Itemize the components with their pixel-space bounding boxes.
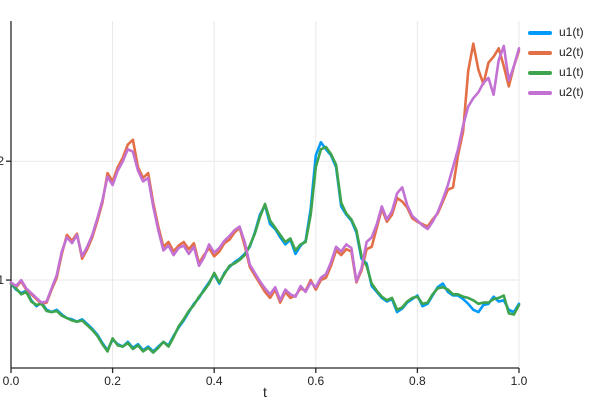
legend-label: u1(t) — [559, 25, 584, 39]
series-line-4 — [9, 44, 521, 304]
legend-line-swatch-icon — [528, 90, 552, 95]
series-line-3 — [9, 145, 521, 354]
x-tick-label: 0.6 — [307, 374, 324, 388]
legend-item: u1(t) — [528, 66, 584, 79]
legend-line-swatch-icon — [528, 70, 552, 75]
x-tick-label: 1.0 — [511, 374, 528, 388]
legend-label: u2(t) — [559, 85, 584, 99]
x-tick-label: 0.0 — [3, 374, 20, 388]
legend-item: u2(t) — [528, 86, 584, 99]
legend-label: u2(t) — [559, 45, 584, 59]
chart-legend: u1(t) u2(t) u1(t) u2(t) — [528, 26, 584, 99]
legend-label: u1(t) — [559, 65, 584, 79]
x-tick-label: 0.4 — [206, 374, 223, 388]
legend-item: u2(t) — [528, 46, 584, 59]
legend-line-swatch-icon — [528, 30, 552, 35]
y-tick-label: 1 — [0, 273, 4, 287]
series-line-2 — [9, 42, 521, 306]
x-tick-label: 0.2 — [104, 374, 121, 388]
legend-item: u1(t) — [528, 26, 584, 39]
x-axis-label: t — [263, 384, 267, 400]
x-tick-label: 0.8 — [409, 374, 426, 388]
legend-line-swatch-icon — [528, 50, 552, 55]
y-tick-label: 2 — [0, 154, 4, 168]
